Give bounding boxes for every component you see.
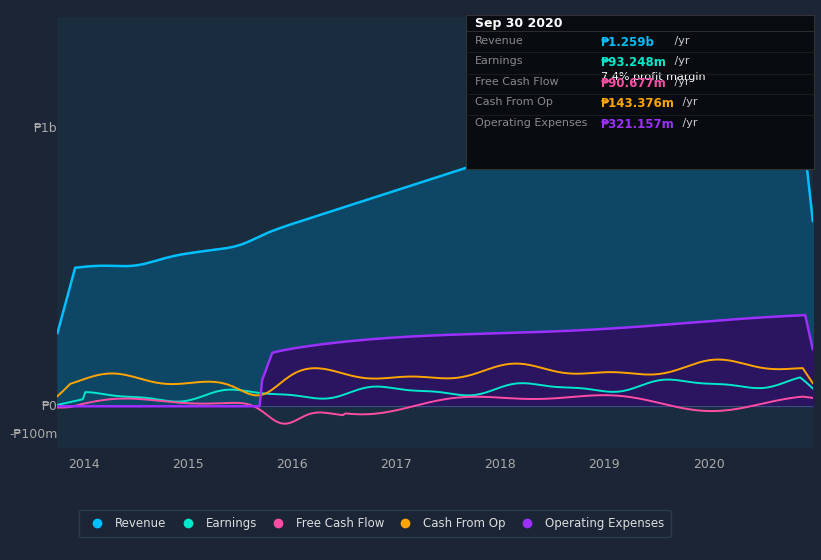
Text: ₱1b: ₱1b (34, 122, 57, 134)
Text: ₱0: ₱0 (42, 400, 57, 413)
Text: Operating Expenses: Operating Expenses (475, 118, 588, 128)
Text: Cash From Op: Cash From Op (475, 97, 553, 108)
Legend: Revenue, Earnings, Free Cash Flow, Cash From Op, Operating Expenses: Revenue, Earnings, Free Cash Flow, Cash … (79, 510, 671, 537)
Text: ₱93.248m: ₱93.248m (601, 56, 667, 69)
Text: Revenue: Revenue (475, 36, 524, 46)
Text: /yr: /yr (671, 36, 690, 46)
Text: /yr: /yr (671, 56, 690, 66)
Text: Sep 30 2020: Sep 30 2020 (475, 17, 563, 30)
Text: ₱1.259b: ₱1.259b (601, 36, 655, 49)
Text: ₱90.677m: ₱90.677m (601, 77, 667, 90)
Text: /yr: /yr (679, 97, 698, 108)
Text: ₱321.157m: ₱321.157m (601, 118, 675, 131)
Text: /yr: /yr (671, 77, 690, 87)
Text: ₱143.376m: ₱143.376m (601, 97, 675, 110)
Text: Free Cash Flow: Free Cash Flow (475, 77, 559, 87)
Text: -₱100m: -₱100m (9, 428, 57, 441)
Text: 7.4% profit margin: 7.4% profit margin (601, 72, 705, 82)
Text: /yr: /yr (679, 118, 698, 128)
Text: Earnings: Earnings (475, 56, 524, 66)
